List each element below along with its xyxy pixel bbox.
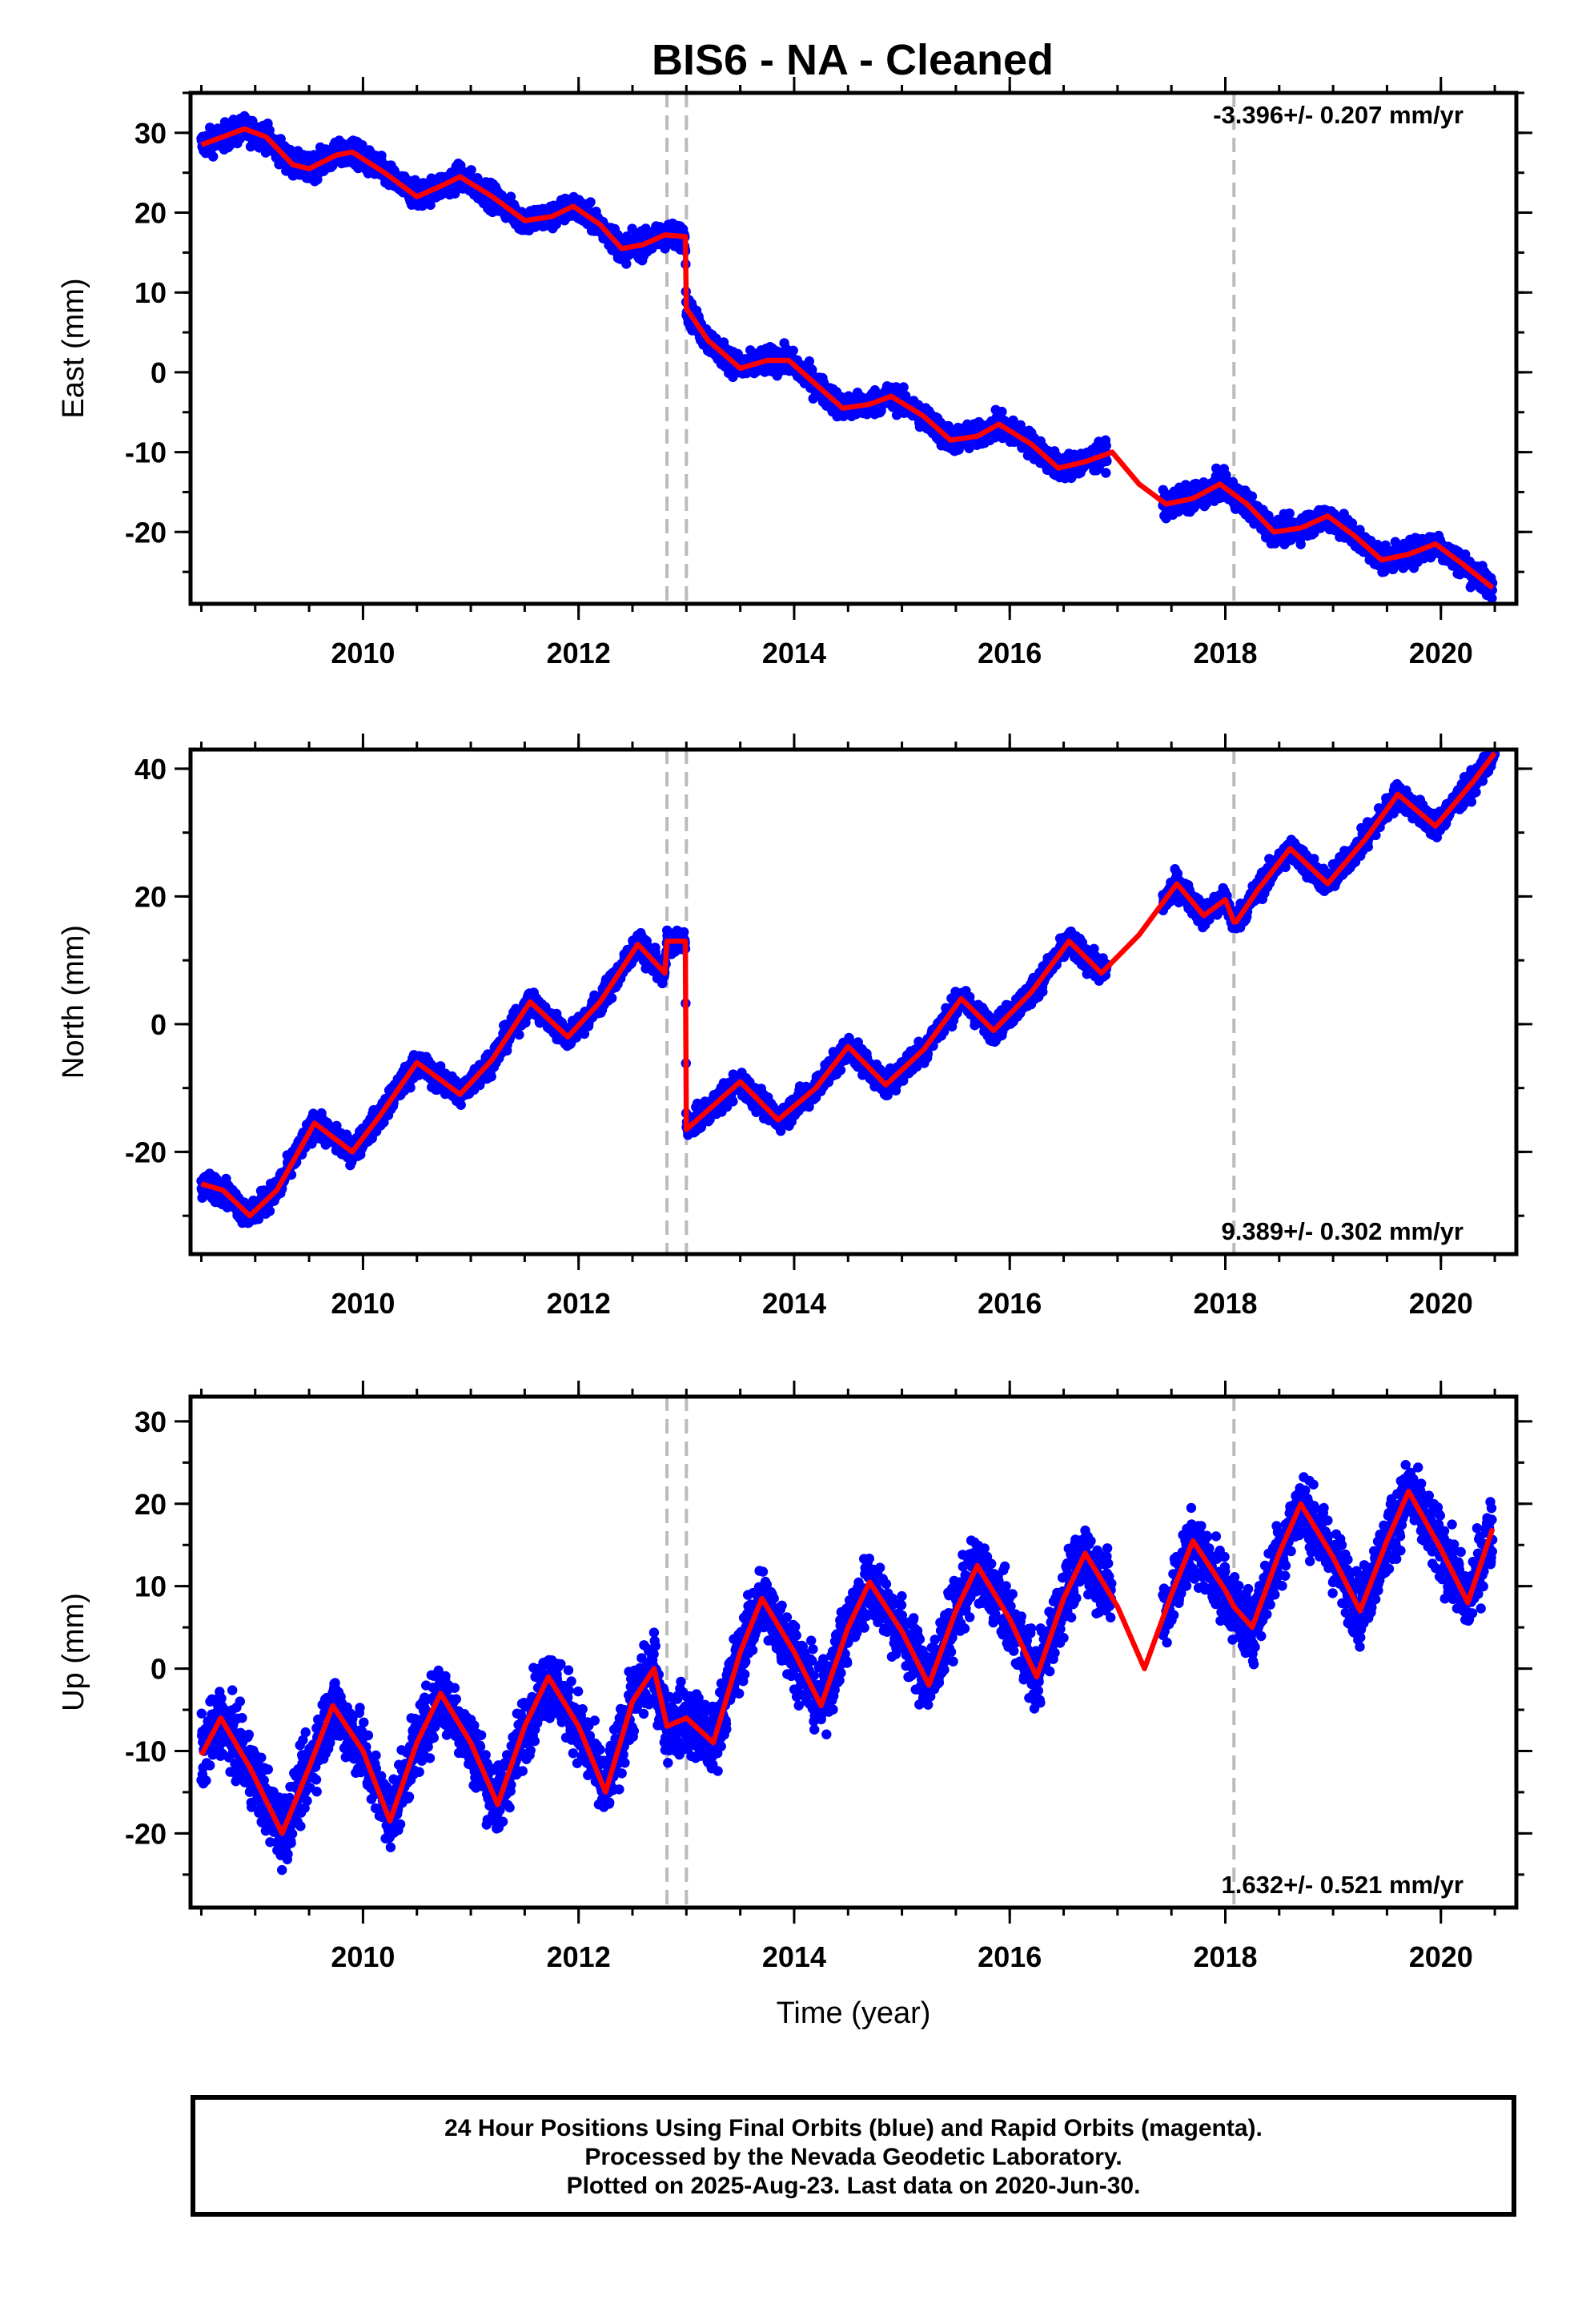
x-tick-label: 2018 — [1193, 637, 1257, 669]
data-point — [788, 345, 798, 356]
x-tick-label: 2012 — [547, 637, 611, 669]
data-point — [410, 175, 420, 185]
x-tick-label: 2010 — [331, 637, 395, 669]
data-point — [1295, 539, 1306, 549]
panel-east: 2010 2012 2014 2016 2018 2020 -20 -10 0 10 20 30 Eas… — [57, 77, 1532, 669]
data-point — [804, 356, 815, 367]
plot-frame — [188, 90, 1519, 606]
y-tick-label: -10 — [125, 436, 167, 469]
data-point — [331, 1120, 342, 1132]
data-point — [621, 259, 632, 269]
data-point — [357, 140, 367, 151]
y-tick-label: 20 — [135, 197, 167, 230]
data-point — [1101, 468, 1111, 478]
data-point — [208, 151, 219, 162]
data-point — [1347, 518, 1358, 529]
y-tick-label: 30 — [135, 117, 167, 150]
data-point — [585, 197, 596, 207]
x-tick-label: 2020 — [1409, 637, 1473, 669]
data-point — [1487, 593, 1497, 604]
data-point — [253, 1214, 264, 1224]
data-point — [264, 1206, 275, 1216]
data-point — [1247, 491, 1258, 501]
y-tick-label: -20 — [125, 516, 167, 549]
data-point — [1460, 549, 1471, 560]
data-point — [1102, 456, 1112, 467]
data-point — [1284, 508, 1295, 519]
data-point — [1201, 498, 1212, 509]
y-tick-label: 0 — [151, 356, 167, 389]
data-point — [997, 406, 1007, 417]
plot-area — [196, 750, 1500, 1254]
data-point — [1101, 440, 1111, 451]
y-tick-label: 10 — [135, 276, 167, 309]
data-point — [466, 165, 476, 175]
chart-title: BIS6 - NA - Cleaned — [651, 36, 1054, 84]
x-tick-label: 2016 — [978, 637, 1042, 669]
data-point — [425, 199, 436, 211]
plot-area — [196, 93, 1498, 604]
daily-positions — [196, 750, 1500, 1228]
rate-annotation: -3.396+/- 0.207 mm/yr — [1213, 101, 1464, 129]
x-tick-label: 2014 — [762, 637, 826, 669]
y-axis-label: East (mm) — [57, 278, 90, 418]
model-curve — [200, 126, 1495, 590]
data-point — [943, 420, 954, 432]
data-point — [505, 191, 516, 202]
data-point — [898, 382, 909, 392]
data-point — [343, 1132, 353, 1144]
